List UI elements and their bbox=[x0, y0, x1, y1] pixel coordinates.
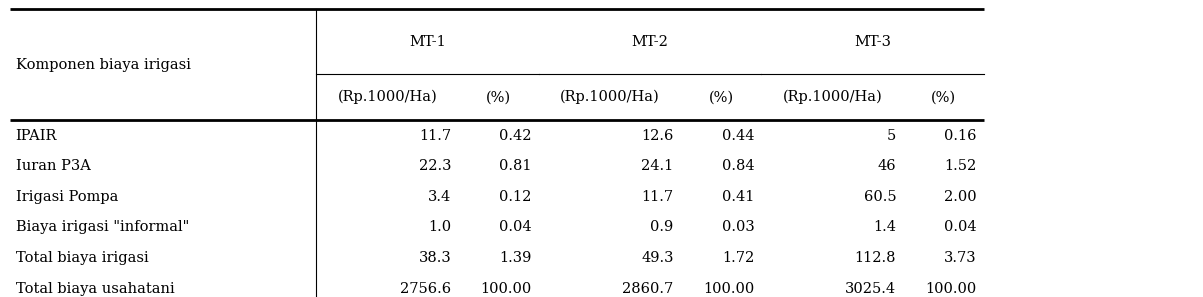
Text: MT-1: MT-1 bbox=[409, 34, 446, 49]
Text: 60.5: 60.5 bbox=[864, 190, 896, 204]
Text: 0.04: 0.04 bbox=[944, 220, 977, 234]
Text: 2860.7: 2860.7 bbox=[622, 282, 674, 296]
Text: Total biaya usahatani: Total biaya usahatani bbox=[16, 282, 174, 296]
Text: 0.16: 0.16 bbox=[944, 129, 977, 143]
Text: IPAIR: IPAIR bbox=[16, 129, 57, 143]
Text: 0.81: 0.81 bbox=[499, 159, 532, 173]
Text: Biaya irigasi "informal": Biaya irigasi "informal" bbox=[16, 220, 189, 234]
Text: 100.00: 100.00 bbox=[703, 282, 754, 296]
Text: 11.7: 11.7 bbox=[419, 129, 451, 143]
Text: 2756.6: 2756.6 bbox=[401, 282, 451, 296]
Text: 0.9: 0.9 bbox=[651, 220, 674, 234]
Text: (Rp.1000/Ha): (Rp.1000/Ha) bbox=[783, 90, 882, 105]
Text: 46: 46 bbox=[878, 159, 896, 173]
Text: (%): (%) bbox=[486, 90, 511, 104]
Text: 0.04: 0.04 bbox=[499, 220, 532, 234]
Text: 12.6: 12.6 bbox=[641, 129, 674, 143]
Text: 1.39: 1.39 bbox=[499, 251, 532, 265]
Text: (Rp.1000/Ha): (Rp.1000/Ha) bbox=[561, 90, 659, 105]
Text: 100.00: 100.00 bbox=[480, 282, 532, 296]
Text: 1.72: 1.72 bbox=[722, 251, 754, 265]
Text: 0.41: 0.41 bbox=[722, 190, 754, 204]
Text: (%): (%) bbox=[931, 90, 956, 104]
Text: 0.42: 0.42 bbox=[499, 129, 532, 143]
Text: 22.3: 22.3 bbox=[419, 159, 451, 173]
Text: (%): (%) bbox=[709, 90, 734, 104]
Text: 3.4: 3.4 bbox=[428, 190, 451, 204]
Text: 0.44: 0.44 bbox=[722, 129, 754, 143]
Text: 49.3: 49.3 bbox=[641, 251, 674, 265]
Text: MT-2: MT-2 bbox=[632, 34, 669, 49]
Text: 1.0: 1.0 bbox=[428, 220, 451, 234]
Text: 11.7: 11.7 bbox=[641, 190, 674, 204]
Text: 24.1: 24.1 bbox=[641, 159, 674, 173]
Text: Iuran P3A: Iuran P3A bbox=[16, 159, 90, 173]
Text: Komponen biaya irigasi: Komponen biaya irigasi bbox=[16, 58, 190, 72]
Text: 100.00: 100.00 bbox=[925, 282, 977, 296]
Text: 0.12: 0.12 bbox=[499, 190, 532, 204]
Text: 3.73: 3.73 bbox=[944, 251, 977, 265]
Text: 0.84: 0.84 bbox=[722, 159, 754, 173]
Text: 5: 5 bbox=[887, 129, 896, 143]
Text: 0.03: 0.03 bbox=[722, 220, 754, 234]
Text: 1.4: 1.4 bbox=[873, 220, 896, 234]
Text: Irigasi Pompa: Irigasi Pompa bbox=[16, 190, 118, 204]
Text: MT-3: MT-3 bbox=[854, 34, 891, 49]
Text: 3025.4: 3025.4 bbox=[846, 282, 896, 296]
Text: 38.3: 38.3 bbox=[419, 251, 451, 265]
Text: Total biaya irigasi: Total biaya irigasi bbox=[16, 251, 148, 265]
Text: 2.00: 2.00 bbox=[944, 190, 977, 204]
Text: (Rp.1000/Ha): (Rp.1000/Ha) bbox=[338, 90, 437, 105]
Text: 112.8: 112.8 bbox=[855, 251, 896, 265]
Text: 1.52: 1.52 bbox=[944, 159, 977, 173]
